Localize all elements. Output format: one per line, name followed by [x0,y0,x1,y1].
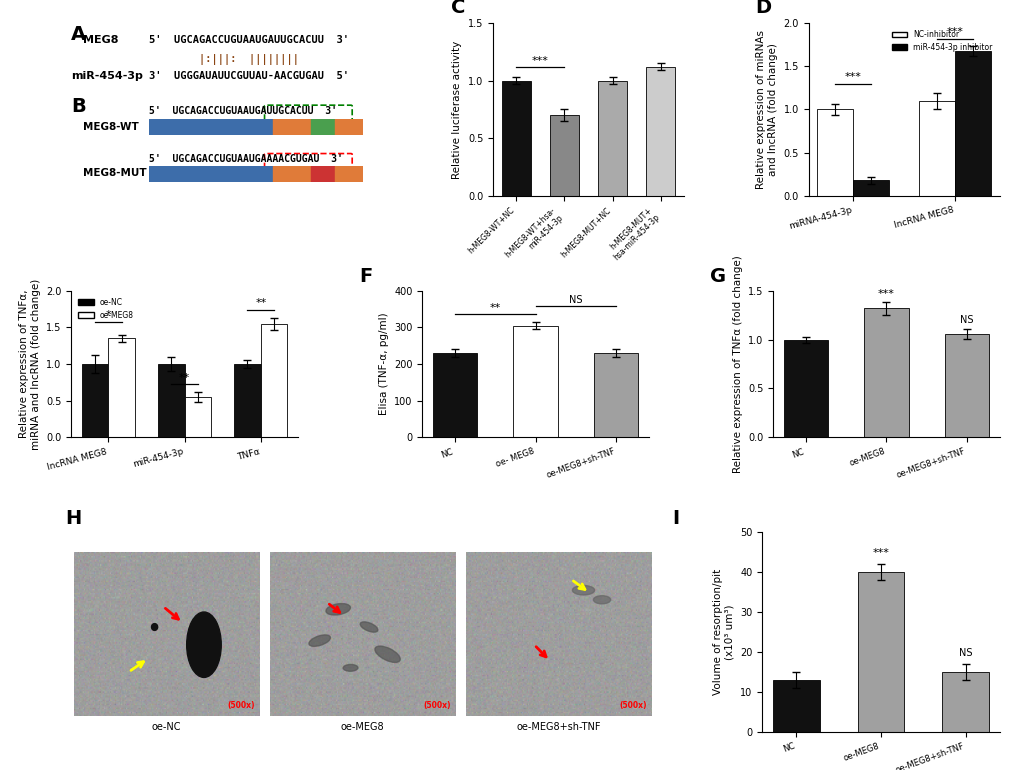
Text: G: G [709,267,726,286]
Y-axis label: Elisa (TNF-α, pg/ml): Elisa (TNF-α, pg/ml) [378,313,388,415]
Text: 3'  UGGGAUAUUCGUUAU-AACGUGAU  5': 3' UGGGAUAUUCGUUAU-AACGUGAU 5' [149,72,348,82]
Bar [646,67,675,196]
Bar [234,364,261,437]
Text: F: F [359,267,372,286]
Text: NS: NS [569,295,582,305]
Text: C: C [450,0,465,17]
Y-axis label: Relative expression of TNFα,
miRNA and lncRNA (fold change): Relative expression of TNFα, miRNA and l… [19,279,41,450]
Bar [158,364,184,437]
Bar [513,326,557,437]
Text: NS: NS [958,648,971,658]
Y-axis label: Relative expression of TNFα (fold change): Relative expression of TNFα (fold change… [732,255,742,473]
Text: ***: *** [844,72,861,82]
Text: 5'  UGCAGACCUGUAAUGAUUGCACUU  3': 5' UGCAGACCUGUAAUGAUUGCACUU 3' [149,35,348,45]
Bar [184,397,211,437]
Bar [82,364,108,437]
Bar [597,81,627,196]
Text: 5'  UGCAGACCUGUAAUGAAAACGUGAU  3': 5' UGCAGACCUGUAAUGAAAACGUGAU 3' [149,155,342,165]
Text: miR-454-3p: miR-454-3p [71,72,143,82]
Bar [942,671,987,732]
Text: I: I [672,509,679,528]
Bar [783,340,827,437]
Text: *: * [105,310,111,320]
Bar [432,353,477,437]
Bar [852,180,888,196]
Text: ***: *** [946,27,963,37]
Legend: oe-NC, oe-MEG8: oe-NC, oe-MEG8 [75,295,137,323]
Text: A: A [71,25,87,44]
Bar [549,116,579,196]
Legend: NC-inhibitor, miR-454-3p inhibitor: NC-inhibitor, miR-454-3p inhibitor [888,27,995,55]
Text: ***: *** [531,55,548,65]
Text: B: B [71,97,86,116]
Text: **: ** [489,303,500,313]
Y-axis label: Relative luciferase activity: Relative luciferase activity [452,40,462,179]
Text: MEG8-WT: MEG8-WT [84,122,139,132]
Text: MEG8-MUT: MEG8-MUT [84,169,147,179]
Bar [863,309,908,437]
Bar [816,109,852,196]
Text: NS: NS [960,315,973,325]
Text: ***: *** [877,289,894,299]
Y-axis label: Relative expression of miRNAs
and lncRNA (fold change): Relative expression of miRNAs and lncRNA… [756,30,777,189]
Text: ***: *** [871,548,889,558]
Bar [954,51,989,196]
Text: MEG8: MEG8 [84,35,118,45]
Bar [857,572,904,732]
Text: **: ** [178,373,190,383]
Bar [261,324,287,437]
Y-axis label: Volume of resorption/pit
(x10³ um³): Volume of resorption/pit (x10³ um³) [712,569,734,695]
Text: 5'  UGCAGACCUGUAAUGAUUGCACUU  3': 5' UGCAGACCUGUAAUGAUUGCACUU 3' [149,106,336,116]
Bar [108,339,135,437]
Text: oe-NC: oe-NC [152,721,181,731]
Bar [944,333,988,437]
Text: **: ** [255,299,266,309]
Bar [593,353,638,437]
Bar [918,101,954,196]
Text: D: D [754,0,770,17]
Text: H: H [65,509,82,528]
Text: oe-MEG8: oe-MEG8 [340,721,384,731]
Text: |:|||:  ||||||||: |:|||: |||||||| [149,54,299,65]
Bar [501,81,530,196]
Bar [772,680,819,731]
Text: oe-MEG8+sh-TNF: oe-MEG8+sh-TNF [516,721,600,731]
